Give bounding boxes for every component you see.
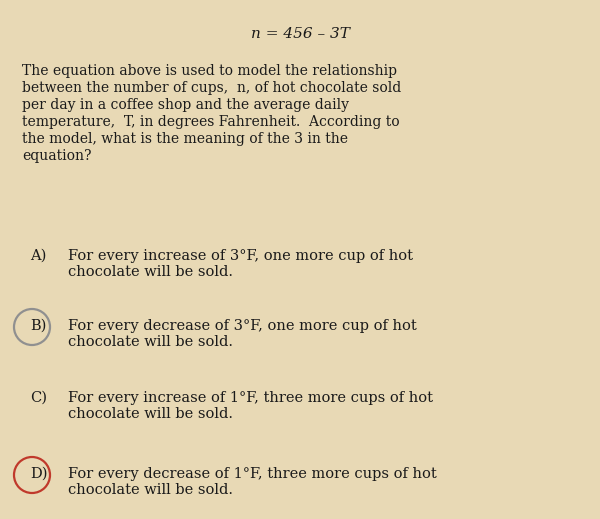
Text: chocolate will be sold.: chocolate will be sold. — [68, 265, 233, 279]
Text: n = 456 – 3T: n = 456 – 3T — [251, 27, 349, 41]
Text: the model, what is the meaning of the 3 in the: the model, what is the meaning of the 3 … — [22, 132, 348, 146]
Text: between the number of cups,  n, of hot chocolate sold: between the number of cups, n, of hot ch… — [22, 81, 401, 95]
Text: For every increase of 3°F, one more cup of hot: For every increase of 3°F, one more cup … — [68, 249, 413, 263]
Text: chocolate will be sold.: chocolate will be sold. — [68, 483, 233, 497]
Text: chocolate will be sold.: chocolate will be sold. — [68, 407, 233, 421]
Text: D): D) — [30, 467, 47, 481]
Text: For every decrease of 1°F, three more cups of hot: For every decrease of 1°F, three more cu… — [68, 467, 437, 481]
Text: B): B) — [30, 319, 46, 333]
Text: per day in a coffee shop and the average daily: per day in a coffee shop and the average… — [22, 98, 349, 112]
Text: For every increase of 1°F, three more cups of hot: For every increase of 1°F, three more cu… — [68, 391, 433, 405]
Text: A): A) — [30, 249, 46, 263]
Text: temperature,  T, in degrees Fahrenheit.  According to: temperature, T, in degrees Fahrenheit. A… — [22, 115, 400, 129]
Text: equation?: equation? — [22, 149, 91, 163]
Text: For every decrease of 3°F, one more cup of hot: For every decrease of 3°F, one more cup … — [68, 319, 417, 333]
Text: chocolate will be sold.: chocolate will be sold. — [68, 335, 233, 349]
Text: C): C) — [30, 391, 47, 405]
Text: The equation above is used to model the relationship: The equation above is used to model the … — [22, 64, 397, 78]
